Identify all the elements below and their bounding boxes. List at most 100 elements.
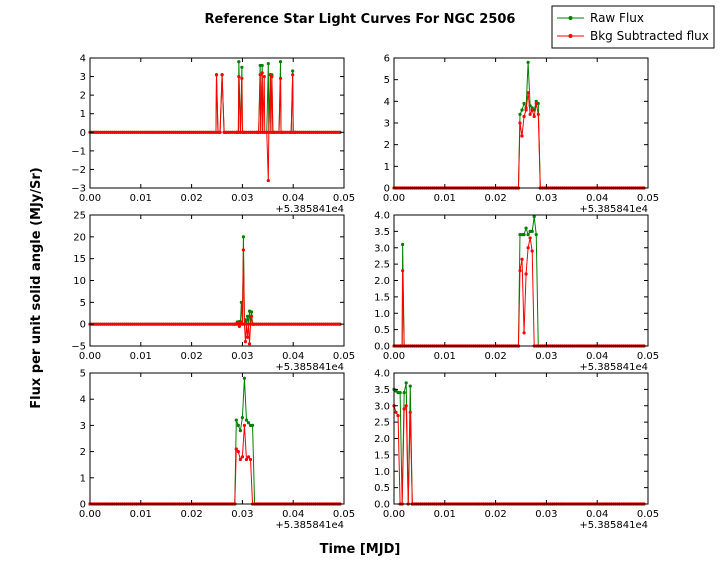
data-point-bkg-subtracted-flux — [237, 74, 241, 79]
x-tick-label: 0.04 — [282, 509, 304, 520]
data-point-raw-flux — [530, 229, 534, 233]
legend: Raw Flux Bkg Subtracted flux — [551, 5, 715, 49]
data-point-raw-flux — [242, 376, 247, 380]
data-point-raw-flux — [524, 226, 528, 230]
data-point-bkg-subtracted-flux — [338, 322, 342, 326]
legend-raw-flux-marker — [568, 16, 573, 20]
panel-5: 0.00 0.01 0.02 0.03 0.04 0.05 0 1 2 3 4 5 +5.385841e… — [79, 369, 355, 532]
x-tick-label: 0.03 — [231, 193, 253, 204]
legend-raw-flux-label: Raw Flux — [590, 11, 644, 25]
x-tick-label: 0.04 — [586, 509, 608, 520]
y-tick-label: 4 — [80, 395, 86, 406]
data-point-raw-flux — [250, 423, 255, 427]
y-tick-label: 3 — [80, 421, 86, 432]
panel-4: 0.00 0.01 0.02 0.03 0.04 0.05 0.0 0.5 1.0 1.5 2.0 2… — [374, 211, 659, 374]
y-tick-label: 10 — [73, 276, 86, 287]
data-point-bkg-subtracted-flux — [244, 457, 249, 462]
data-point-bkg-subtracted-flux — [408, 410, 412, 414]
x-tick-label: 0.04 — [282, 193, 304, 204]
y-tick-label: 3 — [80, 72, 86, 83]
series-bkg-subtracted-flux — [88, 248, 342, 346]
x-offset-label: +5.385841e4 — [579, 520, 648, 531]
y-tick-label: −1 — [71, 146, 86, 157]
panel-1: 0.00 0.01 0.02 0.03 0.04 0.05 −3 −2 −1 0 1 2 3 4 +5.38… — [71, 54, 355, 216]
data-point-bkg-subtracted-flux — [536, 112, 540, 116]
data-point-bkg-subtracted-flux — [528, 236, 532, 240]
data-point-bkg-subtracted-flux — [214, 73, 219, 77]
x-tick-label: 0.05 — [637, 351, 659, 362]
x-tick-label: 0.00 — [79, 193, 101, 204]
y-tick-label: 0 — [80, 128, 86, 139]
data-point-bkg-subtracted-flux — [258, 73, 262, 77]
y-tick-label: 4.0 — [374, 369, 390, 380]
data-point-raw-flux — [249, 310, 254, 314]
data-point-raw-flux — [236, 423, 240, 427]
plot-frame — [89, 372, 345, 505]
legend-bkg-subtracted-label: Bkg Subtracted flux — [590, 29, 709, 43]
data-point-bkg-subtracted-flux — [396, 413, 400, 418]
y-tick-label: 0 — [80, 320, 86, 331]
x-offset-label: +5.385841e4 — [579, 362, 648, 373]
data-point-raw-flux — [532, 215, 536, 219]
x-tick-label: 0.05 — [333, 351, 355, 362]
y-tick-label: 1.0 — [374, 309, 390, 320]
data-point-raw-flux — [245, 314, 250, 318]
data-point-raw-flux — [260, 63, 264, 68]
series-bkg-subtracted-flux — [88, 71, 342, 183]
panel-2: 0.00 0.01 0.02 0.03 0.04 0.05 0 1 2 3 4 5 6 +5.385841… — [383, 54, 659, 216]
data-point-bkg-subtracted-flux — [520, 134, 524, 138]
data-point-bkg-subtracted-flux — [278, 76, 283, 81]
x-tick-label: 0.01 — [434, 193, 456, 204]
x-tick-label: 0.02 — [484, 351, 506, 362]
data-point-bkg-subtracted-flux — [241, 248, 246, 252]
data-point-raw-flux — [244, 418, 249, 422]
panels: 0.00 0.01 0.02 0.03 0.04 0.05−3−2−101234+5.38… — [71, 54, 659, 532]
y-tick-label: −2 — [71, 165, 86, 176]
y-tick-label: 2.0 — [374, 276, 390, 287]
y-tick-label: 5 — [384, 75, 390, 86]
data-point-raw-flux — [238, 429, 242, 433]
panel-6: 0.00 0.01 0.02 0.03 0.04 0.05 0.0 0.5 1.0 1.5 2.0 2… — [374, 369, 659, 532]
x-tick-label: 0.01 — [434, 509, 456, 520]
data-point-raw-flux — [234, 418, 238, 422]
data-point-bkg-subtracted-flux — [528, 112, 532, 116]
x-tick-label: 0.01 — [434, 351, 456, 362]
y-tick-label: −5 — [71, 342, 86, 353]
legend-frame — [551, 5, 715, 49]
y-tick-label: 4.0 — [374, 211, 390, 222]
y-tick-label: 3.5 — [374, 227, 390, 238]
data-point-bkg-subtracted-flux — [249, 314, 254, 318]
y-tick-label: 3.0 — [374, 243, 390, 254]
data-point-raw-flux — [522, 233, 526, 237]
data-point-bkg-subtracted-flux — [394, 410, 398, 414]
x-tick-label: 0.04 — [586, 351, 608, 362]
data-point-bkg-subtracted-flux — [240, 455, 244, 459]
y-tick-label: 5 — [80, 369, 86, 380]
data-point-raw-flux — [520, 108, 524, 112]
y-tick-label: 1.5 — [374, 450, 390, 461]
data-point-bkg-subtracted-flux — [518, 269, 522, 273]
data-point-bkg-subtracted-flux — [534, 101, 538, 106]
x-tick-label: 0.02 — [180, 351, 202, 362]
y-tick-label: 0.0 — [374, 500, 390, 511]
y-tick-label: 1.5 — [374, 292, 390, 303]
plot-area — [394, 215, 648, 346]
data-point-raw-flux — [526, 60, 530, 64]
plot-area — [90, 373, 344, 504]
data-point-bkg-subtracted-flux — [530, 108, 534, 112]
data-point-raw-flux — [291, 69, 295, 73]
y-tick-label: 1 — [80, 109, 86, 120]
y-tick-label: 1.0 — [374, 467, 390, 478]
y-tick-label: 3.0 — [374, 401, 390, 412]
data-point-bkg-subtracted-flux — [218, 130, 222, 134]
x-tick-label: 0.03 — [231, 509, 253, 520]
data-point-bkg-subtracted-flux — [402, 407, 406, 411]
x-tick-label: 0.00 — [383, 509, 405, 520]
data-point-bkg-subtracted-flux — [220, 73, 224, 77]
data-point-bkg-subtracted-flux — [526, 246, 530, 250]
x-tick-label: 0.04 — [282, 351, 304, 362]
plot-area — [90, 215, 344, 346]
x-tick-label: 0.03 — [535, 193, 557, 204]
data-point-bkg-subtracted-flux — [524, 272, 528, 276]
y-tick-label: 1 — [80, 473, 86, 484]
